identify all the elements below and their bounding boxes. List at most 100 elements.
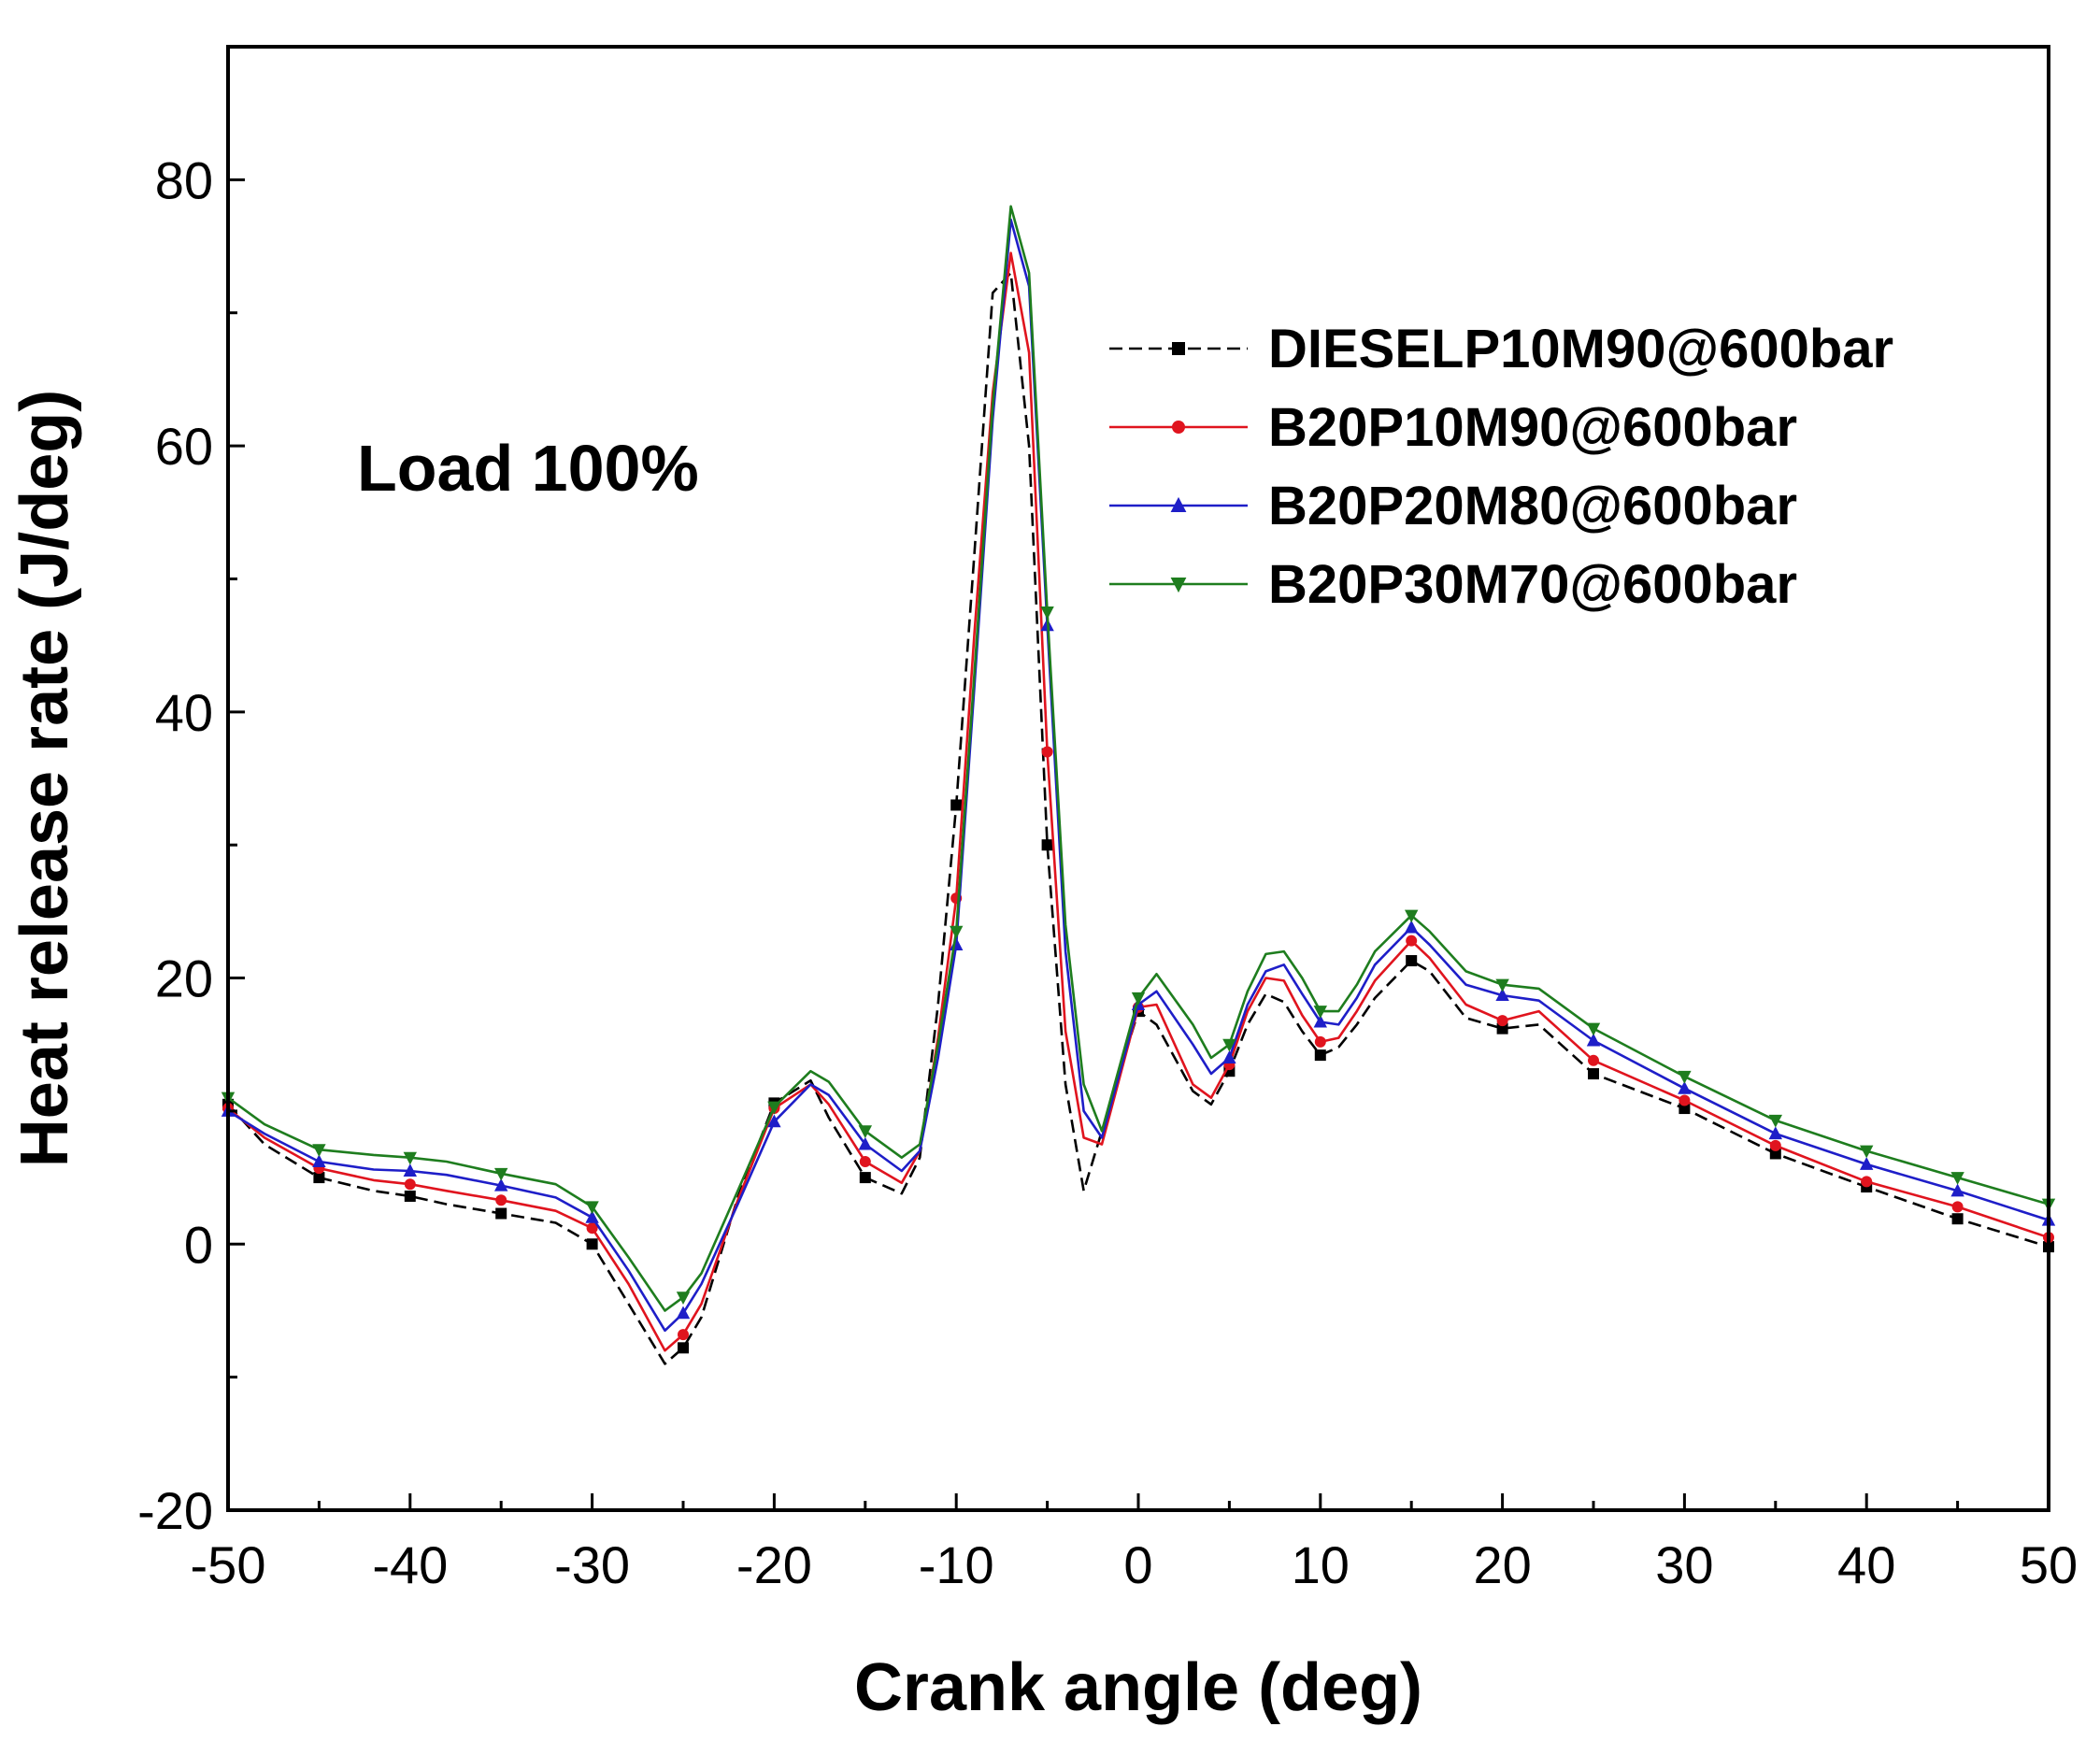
series-line [227, 271, 2050, 1365]
x-tick-label: -30 [554, 1535, 630, 1594]
series-marker [1860, 1145, 1874, 1159]
series-marker [313, 1172, 325, 1184]
x-tick-label: -10 [919, 1535, 994, 1594]
series-marker [1950, 1183, 1964, 1197]
series-marker [1131, 992, 1146, 1006]
series-marker [586, 1238, 598, 1250]
y-tick-label: 20 [155, 949, 213, 1008]
series-marker [1172, 342, 1185, 355]
series-marker [1222, 1050, 1236, 1063]
series-marker [1678, 1080, 1692, 1094]
series-marker [767, 1101, 781, 1115]
y-tick-label: -20 [137, 1481, 213, 1540]
series-marker [1405, 920, 1419, 934]
series-marker [950, 799, 963, 811]
x-axis-title: Crank angle (deg) [854, 1650, 1422, 1725]
series-marker [1406, 935, 1418, 947]
series-marker [678, 1329, 689, 1341]
series-group [221, 218, 2056, 1333]
series-line [227, 251, 2050, 1352]
series-marker [1951, 1213, 1964, 1225]
series-marker [312, 1154, 326, 1168]
series-marker [1588, 1068, 1599, 1080]
legend-label: DIESELP10M90@600bar [1268, 319, 1893, 379]
series-marker [1586, 1022, 1601, 1036]
series-marker [1768, 1126, 1782, 1140]
series-marker [1313, 1006, 1327, 1019]
series-marker [1768, 1114, 1782, 1128]
ticks-layer: -50 -40 -30 -20 -10 0 10 20 30 40 50 -20 0 20 40 60 80 [137, 150, 2078, 1594]
series-marker [1496, 1015, 1508, 1027]
series-marker [858, 1125, 872, 1139]
series-marker [1588, 1054, 1599, 1066]
x-tick-label: 40 [1837, 1535, 1895, 1594]
series-marker [494, 1177, 508, 1192]
series-marker [1951, 1201, 1964, 1213]
series-marker [585, 1210, 599, 1223]
series-marker [1679, 1094, 1691, 1106]
series-line [227, 205, 2050, 1312]
axes-layer [226, 45, 2050, 1512]
legend-entry: B20P20M80@600bar [1109, 476, 1797, 536]
series-marker [1769, 1139, 1781, 1151]
legend-entry: B20P30M70@600bar [1109, 554, 1797, 615]
series-marker [1495, 978, 1509, 992]
series-layer [221, 205, 2056, 1365]
x-tick-label: 30 [1655, 1535, 1713, 1594]
series-marker [859, 1156, 871, 1168]
series-line [227, 218, 2050, 1333]
x-tick-label: -40 [372, 1535, 448, 1594]
series-marker [404, 1191, 416, 1203]
series-marker [1769, 1148, 1781, 1160]
series-marker [1679, 1103, 1691, 1115]
y-tick-label: 80 [155, 150, 213, 209]
series-marker [678, 1342, 689, 1354]
series-marker [1314, 1049, 1326, 1062]
plot-frame [226, 45, 2050, 1512]
series-marker [1170, 578, 1187, 593]
series-marker [1495, 988, 1509, 1002]
series-marker [403, 1151, 417, 1165]
series-marker [1950, 1172, 1964, 1185]
series-marker [585, 1201, 599, 1215]
legend-entry: DIESELP10M90@600bar [1109, 319, 1893, 379]
series-marker [495, 1194, 507, 1206]
series-marker [1406, 955, 1418, 967]
series-marker [403, 1163, 417, 1177]
x-tick-label: 50 [2020, 1535, 2078, 1594]
series-marker [586, 1222, 598, 1234]
series-marker [312, 1144, 326, 1157]
series-marker [1170, 496, 1187, 512]
series-marker [1678, 1070, 1692, 1084]
y-tick-label: 0 [184, 1215, 213, 1274]
legend-label: B20P10M90@600bar [1268, 397, 1797, 458]
series-marker [494, 1167, 508, 1181]
legend-entry: B20P10M90@600bar [1109, 397, 1797, 458]
legend: DIESELP10M90@600bar B20P10M90@600bar B20P2… [1109, 319, 1893, 615]
x-tick-label: 10 [1292, 1535, 1350, 1594]
series-marker [1586, 1033, 1601, 1047]
series-marker [1405, 909, 1419, 923]
series-marker [858, 1136, 872, 1150]
series-marker [676, 1291, 691, 1306]
x-tick-label: -20 [736, 1535, 812, 1594]
load-annotation: Load 100% [357, 432, 699, 505]
legend-label: B20P20M80@600bar [1268, 476, 1797, 536]
series-marker [859, 1172, 871, 1184]
series-marker [1041, 839, 1053, 851]
series-marker [1040, 606, 1054, 620]
series-marker [950, 925, 964, 939]
series-marker [495, 1207, 507, 1220]
legend-label: B20P30M70@600bar [1268, 554, 1797, 615]
y-tick-label: 60 [155, 417, 213, 476]
series-marker [1861, 1176, 1873, 1188]
y-axis-title: Heat release rate (J/deg) [7, 390, 82, 1167]
x-tick-label: 0 [1123, 1535, 1152, 1594]
series-marker [404, 1178, 416, 1191]
series-marker [1222, 1038, 1236, 1052]
series-marker [1860, 1157, 1874, 1170]
series-marker [1314, 1035, 1326, 1048]
y-tick-label: 40 [155, 683, 213, 742]
